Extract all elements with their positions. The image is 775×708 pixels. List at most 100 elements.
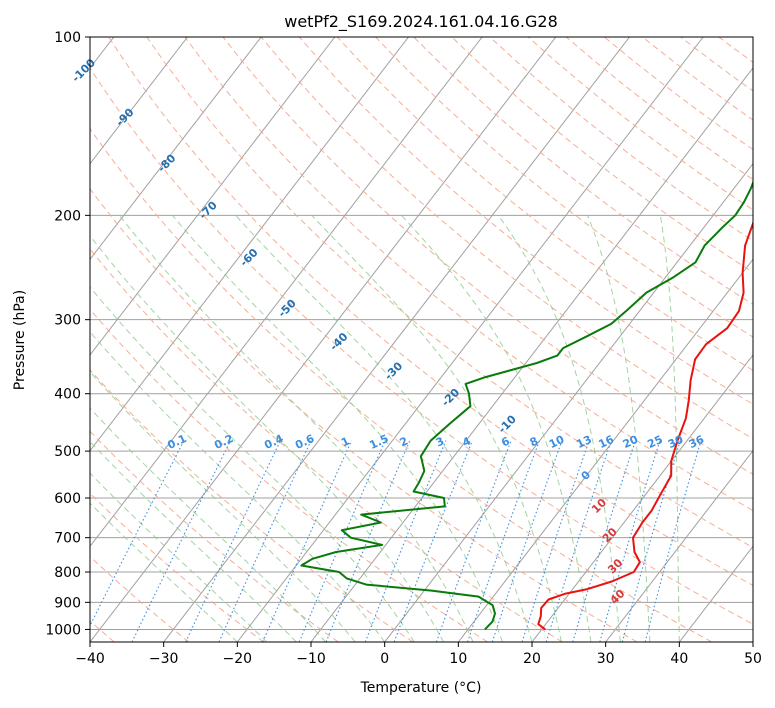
mixing-ratio-label: 3 (434, 434, 446, 449)
mixing-ratio-label: 36 (687, 433, 707, 451)
dry-adiabat (718, 37, 753, 63)
moist-adiabats (90, 214, 680, 642)
dry-adiabat-label: -60 (237, 246, 260, 269)
isotherm (457, 258, 753, 642)
dry-adiabat (451, 37, 753, 273)
dry-adiabat (90, 188, 638, 642)
mixing-ratio-label: 16 (597, 433, 617, 451)
mixing-ratio-label: 2 (398, 434, 410, 449)
moist-adiabat (90, 235, 445, 642)
chart-title: wetPf2_S169.2024.161.04.16.G28 (284, 12, 558, 32)
mixing-ratio-line (90, 440, 185, 627)
dry-adiabat-label: -90 (113, 106, 136, 129)
series-layer (300, 179, 753, 631)
y-tick-label: 800 (54, 565, 81, 581)
plot-frame (89, 36, 754, 643)
y-tick-label: 700 (54, 531, 81, 547)
isotherm (90, 37, 336, 356)
mixing-ratio-lines (90, 440, 702, 642)
x-axis-title: Temperature (°C) (360, 680, 482, 696)
mixing-ratio-label: 10 (547, 433, 567, 451)
moist-adiabat (119, 214, 474, 642)
moist-adiabat (90, 286, 415, 642)
dry-adiabat (146, 37, 753, 549)
mixing-ratio-line (218, 440, 312, 642)
moist-adiabat (90, 407, 327, 642)
dry-adiabat (757, 37, 775, 642)
x-tick-label: −30 (149, 651, 179, 667)
moist-adiabat (90, 502, 238, 642)
moist-adiabat (90, 440, 297, 642)
isotherm (531, 354, 753, 642)
dry-adiabat-label: -40 (327, 330, 350, 353)
isotherm (90, 37, 483, 548)
isotherm (90, 37, 188, 165)
isotherm (236, 37, 704, 642)
dry-adiabat-label: -30 (382, 359, 405, 382)
mixing-ratio-line (491, 440, 563, 642)
x-tick-label: 30 (597, 651, 615, 667)
mixing-ratio-label: 30 (666, 433, 686, 451)
isotherm (384, 162, 753, 642)
moist-adiabat (90, 330, 386, 642)
mixing-ratio-line (298, 440, 386, 642)
mixing-ratio-line (572, 440, 636, 642)
mixing-ratio-label: 0.6 (293, 432, 316, 452)
dry-adiabat-label: -70 (197, 198, 220, 221)
x-tick-label: 0 (380, 651, 389, 667)
x-tick-label: 20 (523, 651, 541, 667)
y-axis-ticks: 100 200 300 400 500 600 700 800 900 1000 (45, 30, 90, 638)
dry-adiabat (527, 37, 753, 211)
dry-adiabat (90, 308, 488, 642)
moist-adiabat (311, 214, 562, 642)
y-tick-label: 300 (54, 313, 81, 329)
y-tick-label: 100 (54, 30, 81, 46)
dry-adiabat (108, 37, 753, 586)
dry-adiabat (337, 37, 753, 371)
isotherm (678, 545, 753, 642)
mixing-ratio-line (435, 440, 512, 642)
mixing-ratio-label: 0.1 (165, 432, 188, 452)
moist-adiabat (497, 215, 621, 642)
x-tick-label: 40 (670, 651, 688, 667)
y-axis-title: Pressure (hPa) (12, 290, 28, 390)
dry-adiabat (90, 127, 712, 642)
moist-adiabat-label: 40 (608, 587, 628, 607)
x-tick-label: −40 (75, 651, 105, 667)
dry-adiabat (489, 37, 753, 242)
dry-adiabat (90, 248, 563, 642)
dry-adiabat (184, 37, 753, 512)
dry-adiabat (298, 37, 753, 405)
moist-adiabat (659, 215, 680, 642)
moist-adiabat (90, 371, 356, 642)
isotherm (163, 37, 630, 642)
mixing-ratio-label: 20 (621, 433, 641, 451)
mixing-ratio-line (621, 440, 681, 642)
x-tick-label: 10 (449, 651, 467, 667)
isotherm (90, 37, 557, 642)
dry-adiabat (90, 555, 190, 642)
grid-layer (90, 37, 753, 642)
dry-adiabat (90, 369, 414, 642)
dry-adiabat (565, 37, 753, 181)
mixing-ratio-line (545, 440, 612, 642)
dry-adiabat (680, 37, 753, 92)
moist-adiabat (90, 472, 268, 642)
y-tick-label: 900 (54, 595, 81, 611)
x-axis-ticks: −40 −30 −20 −10 0 10 20 30 40 50 (75, 642, 762, 667)
dry-adiabat-label: -100 (69, 56, 98, 85)
isotherm (605, 449, 753, 642)
dry-adiabat (90, 430, 339, 642)
mixing-ratio-label: 13 (574, 433, 593, 451)
dry-adiabat (413, 37, 753, 305)
y-tick-label: 400 (54, 387, 81, 403)
mixing-ratio-line (131, 440, 232, 642)
mixing-ratio-label: 1.5 (367, 432, 390, 452)
x-tick-label: −20 (223, 651, 253, 667)
mixing-ratio-line (262, 440, 353, 642)
isotherm (90, 37, 262, 261)
isotherm (90, 37, 409, 452)
moist-adiabat (587, 215, 651, 642)
mixing-ratio-label: 25 (645, 433, 664, 451)
